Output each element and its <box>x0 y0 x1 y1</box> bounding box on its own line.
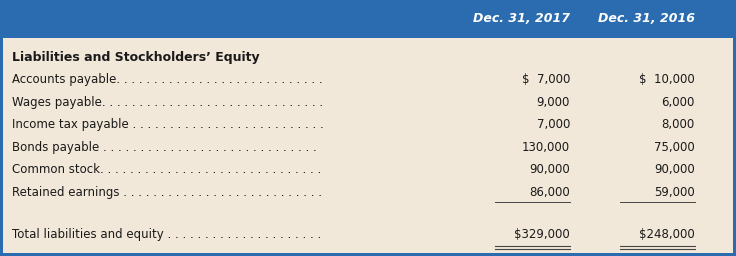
Text: 7,000: 7,000 <box>537 118 570 131</box>
Text: 86,000: 86,000 <box>529 186 570 199</box>
Text: 8,000: 8,000 <box>662 118 695 131</box>
Text: Liabilities and Stockholders’ Equity: Liabilities and Stockholders’ Equity <box>12 51 260 64</box>
Text: Dec. 31, 2016: Dec. 31, 2016 <box>598 13 695 26</box>
FancyBboxPatch shape <box>0 0 736 38</box>
Text: Common stock. . . . . . . . . . . . . . . . . . . . . . . . . . . . . .: Common stock. . . . . . . . . . . . . . … <box>12 163 321 176</box>
Text: 130,000: 130,000 <box>522 141 570 154</box>
Text: $329,000: $329,000 <box>514 228 570 241</box>
Text: $  7,000: $ 7,000 <box>522 73 570 87</box>
Text: Retained earnings . . . . . . . . . . . . . . . . . . . . . . . . . . .: Retained earnings . . . . . . . . . . . … <box>12 186 322 199</box>
Text: Dec. 31, 2017: Dec. 31, 2017 <box>473 13 570 26</box>
Text: 90,000: 90,000 <box>654 163 695 176</box>
Text: Income tax payable . . . . . . . . . . . . . . . . . . . . . . . . . .: Income tax payable . . . . . . . . . . .… <box>12 118 324 131</box>
Text: 59,000: 59,000 <box>654 186 695 199</box>
Text: 6,000: 6,000 <box>662 96 695 109</box>
Text: 90,000: 90,000 <box>529 163 570 176</box>
Text: $  10,000: $ 10,000 <box>640 73 695 87</box>
FancyBboxPatch shape <box>3 38 733 253</box>
Text: Total liabilities and equity . . . . . . . . . . . . . . . . . . . . .: Total liabilities and equity . . . . . .… <box>12 228 321 241</box>
Text: Wages payable. . . . . . . . . . . . . . . . . . . . . . . . . . . . . .: Wages payable. . . . . . . . . . . . . .… <box>12 96 323 109</box>
Text: Accounts payable. . . . . . . . . . . . . . . . . . . . . . . . . . . .: Accounts payable. . . . . . . . . . . . … <box>12 73 322 87</box>
Text: Bonds payable . . . . . . . . . . . . . . . . . . . . . . . . . . . . .: Bonds payable . . . . . . . . . . . . . … <box>12 141 316 154</box>
Text: $248,000: $248,000 <box>640 228 695 241</box>
Text: 75,000: 75,000 <box>654 141 695 154</box>
Text: 9,000: 9,000 <box>537 96 570 109</box>
